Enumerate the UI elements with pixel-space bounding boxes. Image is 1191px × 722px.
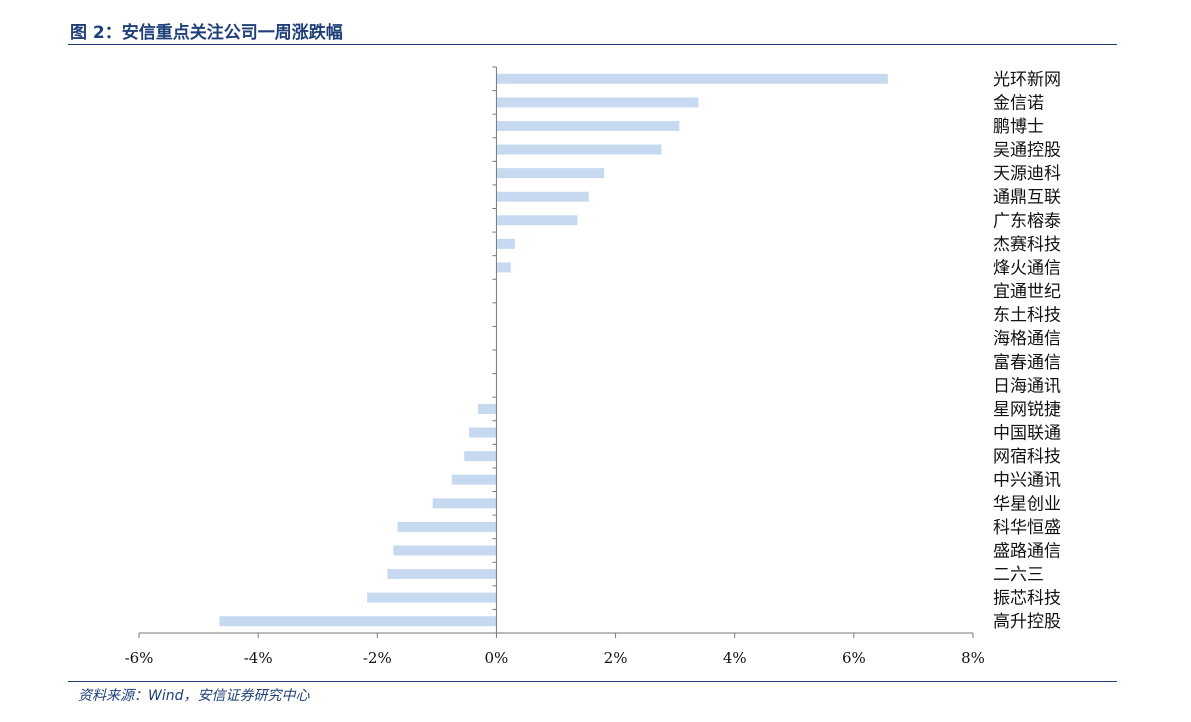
bar [477,403,497,414]
ticks-group: -6% -4% -2% 0% 2% 4% 6% 8% [125,66,985,667]
x-tick-label: 0% [485,649,509,667]
category-label: 天源迪科 [993,164,1061,184]
category-label: 烽火通信 [993,258,1061,278]
bar [496,262,511,273]
bar [496,168,605,179]
category-label: 振芯科技 [993,589,1061,609]
category-label: 广东榕泰 [993,211,1061,231]
bar [397,521,497,532]
category-label: 盛路通信 [993,541,1061,561]
category-label: 科华恒盛 [993,518,1061,538]
bar [496,97,699,108]
category-label: 二六三 [993,565,1044,585]
bar [496,73,888,84]
bar [496,191,589,202]
category-label: 宜通世纪 [993,282,1061,302]
category-label: 鹏博士 [993,117,1044,137]
category-label: 富春通信 [993,353,1061,373]
bar [496,215,578,226]
bars-group [219,73,888,627]
bar [496,144,662,155]
figure-title: 图 2：安信重点关注公司一周涨跌幅 [70,23,343,43]
category-label: 东土科技 [993,306,1061,326]
x-tick-label: -6% [125,649,154,667]
x-tick-label: 6% [842,649,866,667]
bar [393,545,497,556]
category-label: 高升控股 [993,612,1061,632]
x-tick-label: 8% [961,649,985,667]
category-label: 日海通讯 [993,376,1061,396]
source-note: 资料来源：Wind，安信证券研究中心 [78,688,310,704]
bar [219,616,497,627]
category-label: 中兴通讯 [993,471,1061,491]
category-label: 金信诺 [993,93,1044,113]
bar [367,592,497,603]
x-tick-label: -4% [244,649,273,667]
bar [469,427,497,438]
bar [464,451,497,462]
category-label: 光环新网 [993,70,1061,90]
category-label: 华星创业 [993,494,1061,514]
category-label: 吴通控股 [993,141,1061,161]
category-label: 网宿科技 [993,447,1061,467]
source-rule [68,681,1117,682]
bar [451,474,497,485]
bar [387,569,497,580]
labels-group: 光环新网金信诺鹏博士吴通控股天源迪科通鼎互联广东榕泰杰赛科技烽火通信宜通世纪东土… [993,70,1061,632]
x-tick-label: -2% [363,649,392,667]
x-tick-label: 2% [604,649,628,667]
category-label: 中国联通 [993,424,1061,444]
category-label: 杰赛科技 [993,234,1061,255]
category-label: 海格通信 [993,329,1061,349]
x-tick-label: 4% [723,649,747,667]
bar [496,120,680,131]
bar [432,498,497,509]
title-rule [68,44,1117,45]
category-label: 星网锐捷 [993,400,1061,420]
category-label: 通鼎互联 [993,188,1061,208]
bar [496,238,515,249]
